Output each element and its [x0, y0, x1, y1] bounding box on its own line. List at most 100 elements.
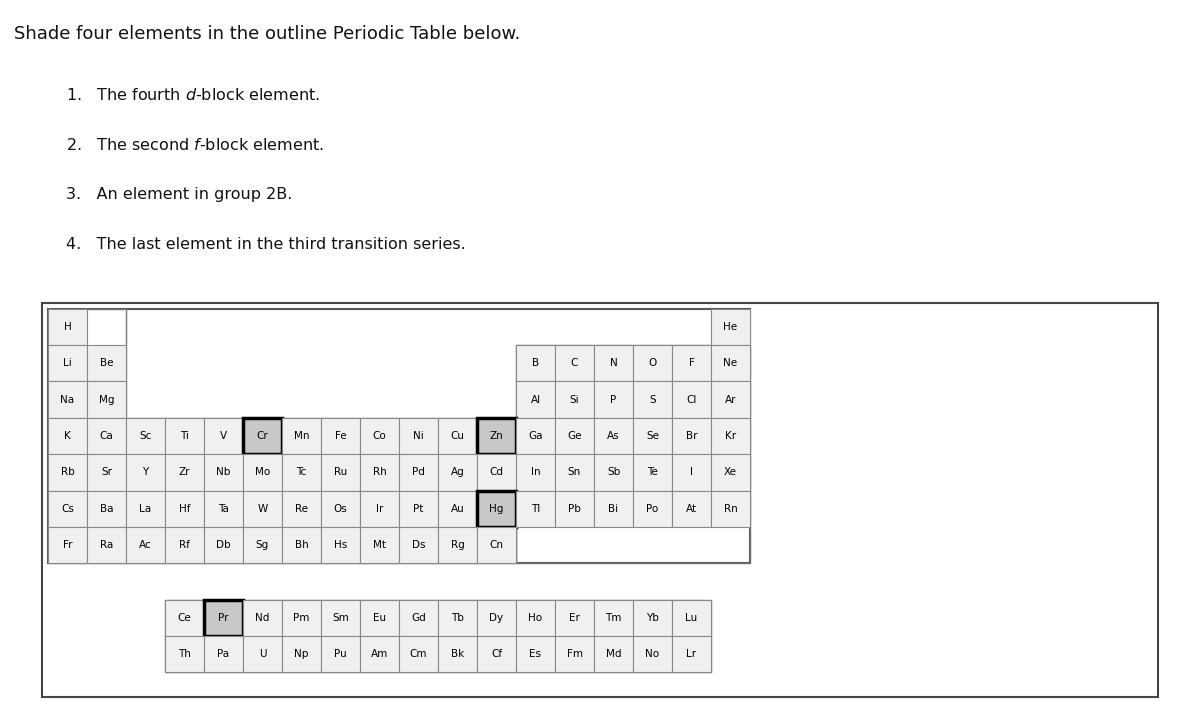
Bar — [244, 491, 282, 527]
Text: Hf: Hf — [179, 503, 191, 514]
Bar — [282, 636, 322, 672]
Bar — [438, 600, 478, 636]
Text: Rh: Rh — [373, 467, 386, 478]
Bar — [48, 309, 126, 563]
Bar — [126, 454, 166, 491]
Text: Al: Al — [530, 394, 540, 405]
Text: Rg: Rg — [451, 540, 464, 550]
Bar — [634, 418, 672, 454]
Text: Sb: Sb — [607, 467, 620, 478]
Bar — [398, 418, 438, 454]
Text: Ba: Ba — [100, 503, 113, 514]
Bar — [672, 418, 712, 454]
Text: At: At — [686, 503, 697, 514]
Text: Pm: Pm — [293, 612, 310, 623]
Text: Sr: Sr — [101, 467, 112, 478]
Text: S: S — [649, 394, 656, 405]
Text: Si: Si — [570, 394, 580, 405]
Bar — [48, 309, 750, 563]
Bar — [634, 454, 672, 491]
Text: Ce: Ce — [178, 612, 191, 623]
Text: Rb: Rb — [61, 467, 74, 478]
Text: P: P — [611, 394, 617, 405]
Bar — [360, 418, 400, 454]
Bar — [204, 600, 244, 636]
Text: Ga: Ga — [528, 431, 542, 441]
Text: Pb: Pb — [568, 503, 581, 514]
Bar — [710, 381, 750, 418]
Bar — [244, 527, 282, 563]
Bar — [516, 381, 554, 418]
Text: 1.   The fourth $\mathit{d}$-block element.: 1. The fourth $\mathit{d}$-block element… — [66, 87, 320, 103]
Text: Po: Po — [647, 503, 659, 514]
Text: U: U — [259, 649, 266, 660]
Text: Es: Es — [529, 649, 541, 660]
Bar — [166, 491, 204, 527]
Bar — [204, 491, 244, 527]
Bar — [204, 527, 244, 563]
Bar — [672, 345, 712, 381]
Bar — [322, 636, 360, 672]
Text: Tl: Tl — [530, 503, 540, 514]
Bar — [360, 527, 400, 563]
Bar — [398, 636, 438, 672]
Text: Mo: Mo — [254, 467, 270, 478]
Text: La: La — [139, 503, 151, 514]
Bar — [516, 636, 554, 672]
Text: N: N — [610, 358, 617, 369]
Text: Cn: Cn — [490, 540, 504, 550]
Text: Fr: Fr — [62, 540, 72, 550]
Bar — [48, 418, 88, 454]
Bar — [88, 418, 126, 454]
Text: Ca: Ca — [100, 431, 113, 441]
Text: Hs: Hs — [334, 540, 347, 550]
Text: Zn: Zn — [490, 431, 503, 441]
Text: Ne: Ne — [724, 358, 738, 369]
Bar — [594, 381, 634, 418]
Text: Pd: Pd — [412, 467, 425, 478]
Bar — [438, 527, 478, 563]
Text: Ac: Ac — [139, 540, 152, 550]
Text: Md: Md — [606, 649, 622, 660]
Bar — [554, 600, 594, 636]
Text: Sn: Sn — [568, 467, 581, 478]
Text: Br: Br — [685, 431, 697, 441]
Text: Ds: Ds — [412, 540, 425, 550]
Text: Sg: Sg — [256, 540, 269, 550]
Bar — [166, 636, 204, 672]
Bar — [88, 345, 126, 381]
Bar — [438, 418, 478, 454]
Bar — [710, 418, 750, 454]
Text: Ta: Ta — [218, 503, 229, 514]
Text: Nb: Nb — [216, 467, 230, 478]
Text: Bk: Bk — [451, 649, 464, 660]
Text: O: O — [648, 358, 656, 369]
Bar — [516, 491, 554, 527]
Bar — [126, 491, 166, 527]
Text: Ra: Ra — [100, 540, 113, 550]
Text: C: C — [571, 358, 578, 369]
Bar — [516, 345, 750, 563]
Text: Co: Co — [373, 431, 386, 441]
Text: Eu: Eu — [373, 612, 386, 623]
Text: 2.   The second $\mathit{f}$-block element.: 2. The second $\mathit{f}$-block element… — [66, 137, 324, 153]
Text: As: As — [607, 431, 620, 441]
Text: Hg: Hg — [490, 503, 504, 514]
Bar — [634, 381, 672, 418]
Bar — [48, 454, 88, 491]
Bar — [88, 491, 126, 527]
Bar — [88, 527, 126, 563]
Bar — [398, 454, 438, 491]
Bar — [282, 454, 322, 491]
Bar — [672, 636, 712, 672]
Bar — [516, 600, 554, 636]
Bar — [322, 527, 360, 563]
Bar — [360, 454, 400, 491]
Bar — [48, 381, 88, 418]
Bar — [672, 381, 712, 418]
Bar — [516, 454, 554, 491]
Bar — [166, 454, 204, 491]
Bar — [554, 454, 594, 491]
Bar — [594, 491, 634, 527]
Text: Rf: Rf — [179, 540, 190, 550]
